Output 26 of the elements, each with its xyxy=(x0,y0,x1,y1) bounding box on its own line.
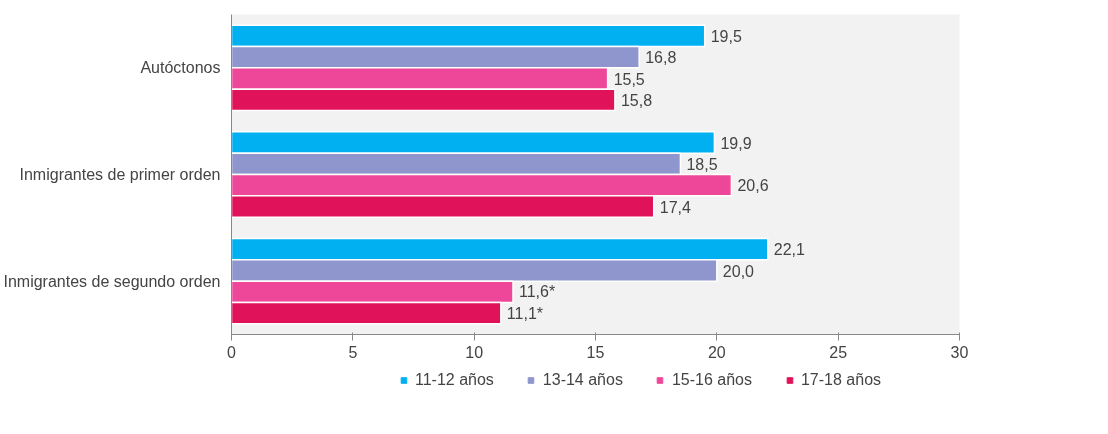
x-tick-label: 5 xyxy=(348,343,358,361)
data-label: 18,5 xyxy=(686,155,718,173)
x-tick-label: 10 xyxy=(465,343,484,361)
y-tick-label: Inmigrantes de primer orden xyxy=(19,166,221,183)
x-tick-label: 25 xyxy=(829,343,848,361)
data-label: 15,8 xyxy=(620,91,653,109)
y-tick-label: Inmigrantes de segundo orden xyxy=(3,272,221,290)
x-tick-label: 0 xyxy=(227,343,237,361)
y-tick-label: Autóctonos xyxy=(140,59,221,77)
data-label: 11,1* xyxy=(506,304,544,322)
data-label: 20,6 xyxy=(737,177,769,195)
data-label: 20,0 xyxy=(722,262,755,280)
data-label: 19,9 xyxy=(720,134,752,152)
data-label: 16,8 xyxy=(645,49,677,67)
data-label: 19,5 xyxy=(710,27,742,45)
legend-label: 13-14 años xyxy=(542,371,623,389)
x-tick-label: 20 xyxy=(707,343,726,361)
data-label: 11,6* xyxy=(518,283,556,301)
legend-label: 15-16 años xyxy=(671,371,752,389)
data-label: 17,4 xyxy=(659,198,691,216)
x-tick-label: 30 xyxy=(950,343,969,361)
legend-label: 17-18 años xyxy=(800,371,882,389)
data-label: 15,5 xyxy=(613,70,645,88)
legend-label: 11-12 años xyxy=(414,371,494,389)
data-label: 22,1 xyxy=(773,241,806,259)
x-tick-label: 15 xyxy=(586,343,605,361)
